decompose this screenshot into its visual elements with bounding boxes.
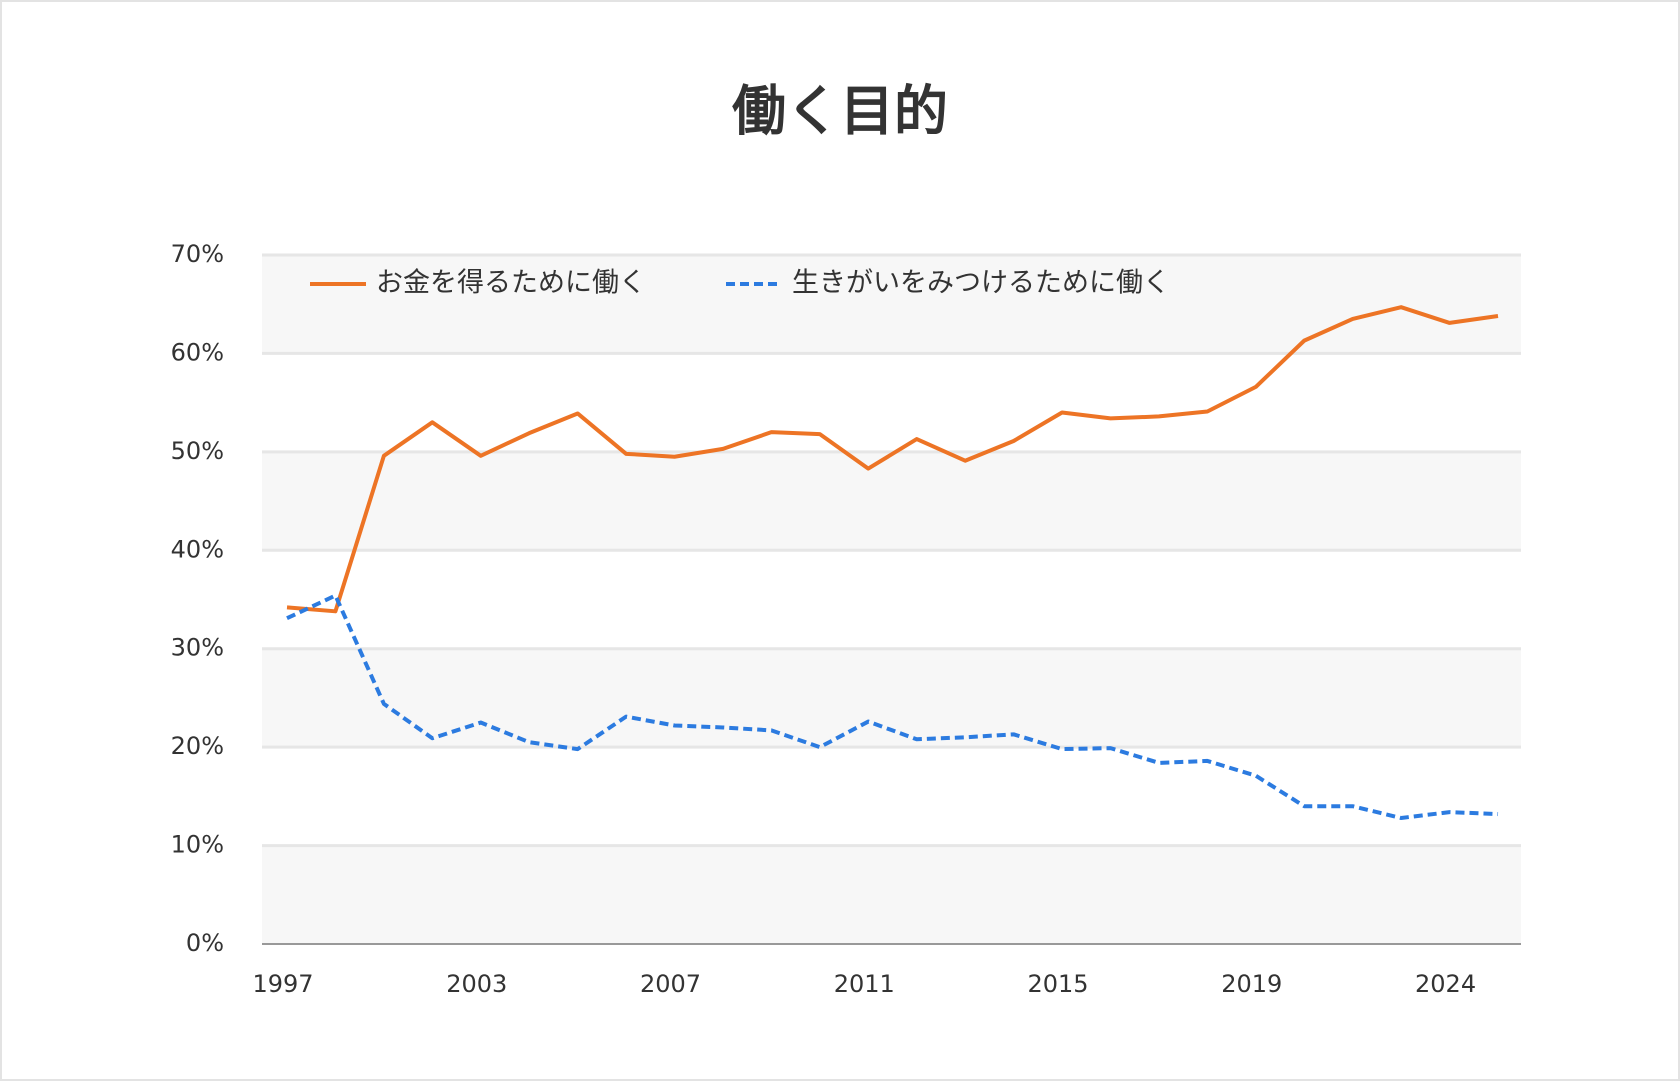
data-line (286, 305, 1499, 614)
x-tick-label: 2007 (640, 970, 701, 998)
x-tick-label: 2024 (1415, 970, 1476, 998)
plot-band (262, 353, 1521, 452)
plot-band (262, 845, 1521, 944)
y-tick-label: 0% (186, 929, 224, 957)
x-tick-label: 2003 (446, 970, 507, 998)
y-tick-label: 70% (171, 240, 224, 268)
y-tick-label: 10% (171, 831, 224, 859)
plot-band (262, 451, 1521, 551)
y-tick-label: 60% (171, 338, 224, 366)
x-tick-label: 2015 (1028, 970, 1089, 998)
legend-label: 生きがいをみつけるために働く (792, 268, 1170, 299)
plot-bands (262, 255, 1521, 944)
y-tick-label: 30% (171, 634, 224, 662)
y-tick-label: 50% (171, 437, 224, 465)
x-tick-label: 1997 (252, 970, 313, 998)
chart-title: 働く目的 (732, 80, 948, 143)
y-tick-label: 20% (171, 732, 224, 760)
plot-band (262, 550, 1521, 649)
x-tick-label: 2019 (1221, 970, 1282, 998)
plot-band (262, 747, 1521, 846)
y-tick-label: 40% (171, 535, 224, 563)
data-line (286, 593, 1499, 821)
x-tick-label: 2011 (834, 970, 895, 998)
plot-band (262, 648, 1521, 748)
legend-label: お金を得るために働く (376, 268, 646, 299)
